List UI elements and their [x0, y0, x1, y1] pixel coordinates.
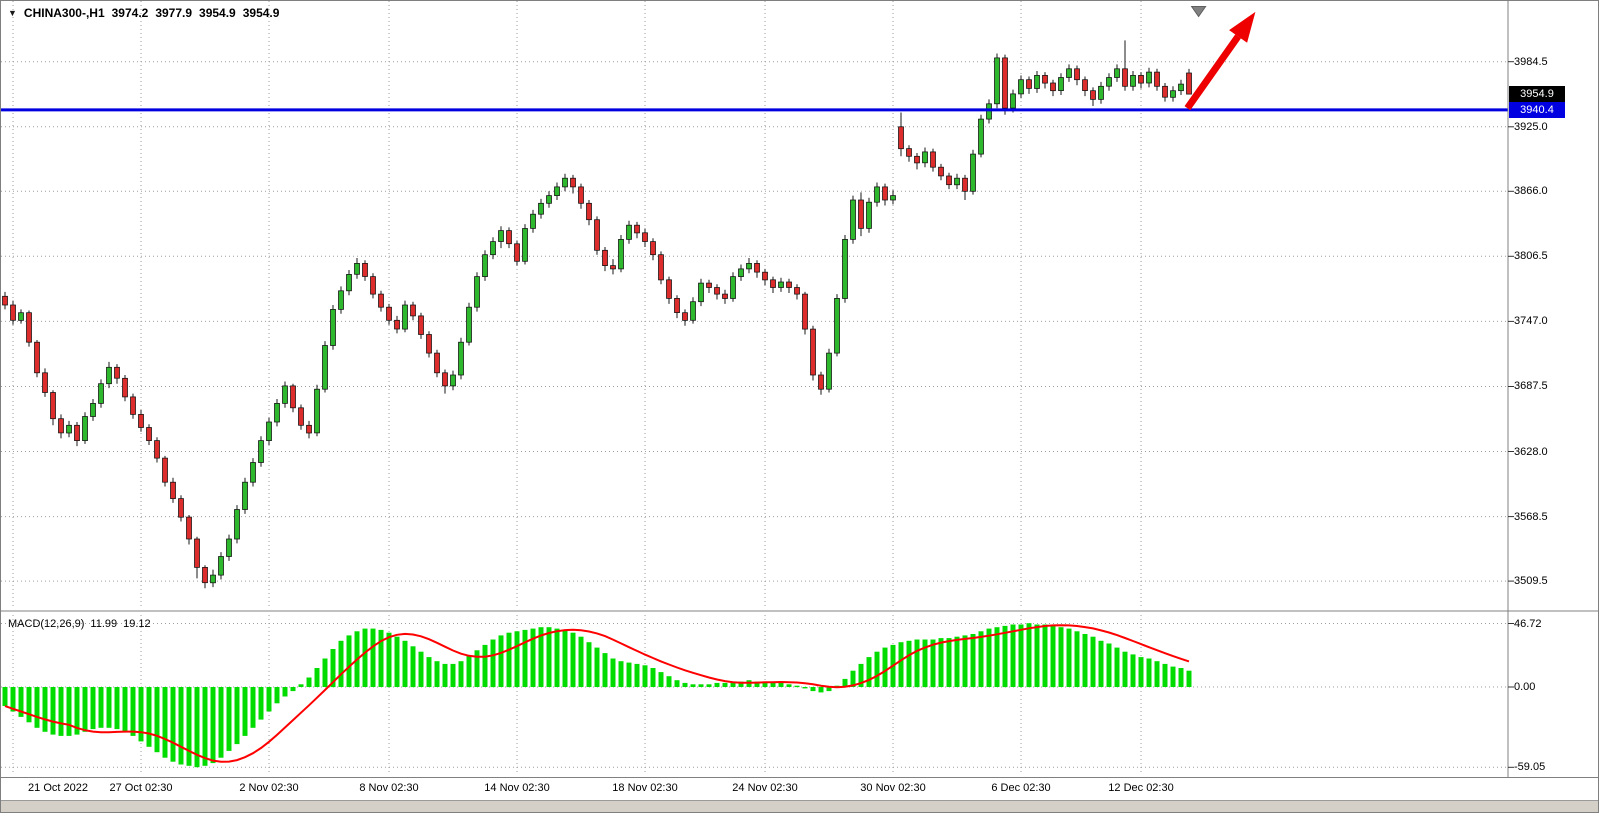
time-axis-label: 21 Oct 2022 [28, 782, 88, 794]
price-axis-label: 3509.5 [1514, 575, 1548, 587]
time-axis-label: 18 Nov 02:30 [612, 782, 678, 794]
time-axis-label: 27 Oct 02:30 [109, 782, 173, 794]
axis-borders [1507, 1, 1514, 777]
ohlc-open-value: 3974.2 [111, 6, 149, 20]
macd-axis-label: 46.72 [1514, 618, 1542, 630]
price-axis-label: 3866.0 [1514, 185, 1548, 197]
price-axis-label: 3747.0 [1514, 315, 1548, 327]
ohlc-low-value: 3954.9 [199, 6, 236, 20]
time-axis-label: 6 Dec 02:30 [991, 782, 1051, 794]
down-marker-icon[interactable] [1190, 6, 1207, 18]
time-axis-label: 2 Nov 02:30 [239, 782, 299, 794]
price-axis-label: 3687.5 [1514, 380, 1548, 392]
price-axis-label: 3925.0 [1514, 121, 1548, 133]
time-axis-label: 8 Nov 02:30 [359, 782, 419, 794]
symbol-marker-icon: ▼ [8, 8, 17, 18]
candlestick-series [2, 40, 1192, 589]
ohlc-high-value: 3977.9 [155, 6, 193, 20]
time-axis-label: 24 Nov 02:30 [732, 782, 798, 794]
chart-header: ▼ CHINA300-,H1 3974.2 3977.9 3954.9 3954… [8, 6, 279, 20]
macd-main-value: 11.99 [90, 618, 118, 630]
trend-arrow-annotation[interactable] [1184, 11, 1256, 111]
macd-signal-value: 19.12 [123, 618, 151, 630]
macd-indicator-label: MACD(12,26,9) 11.99 19.12 [8, 618, 151, 630]
macd-indicator-name: MACD(12,26,9) [8, 618, 85, 630]
chart-plot-area[interactable] [1, 1, 1599, 777]
symbol-period-label: CHINA300-,H1 [23, 6, 105, 20]
price-axis-label: 3628.0 [1514, 446, 1548, 458]
price-axis-label: 3984.5 [1514, 56, 1548, 68]
ohlc-close-value: 3954.9 [242, 6, 280, 20]
macd-axis-label: 0.00 [1514, 681, 1536, 693]
time-axis-label: 12 Dec 02:30 [1108, 782, 1174, 794]
time-axis[interactable]: 21 Oct 2022 27 Oct 02:30 2 Nov 02:30 8 Nov … [1, 777, 1598, 800]
macd-signal-line [4, 624, 1190, 763]
last-price-badge: 3954.9 [1509, 86, 1565, 102]
grid-horizontal [1, 61, 1508, 768]
macd-axis-label: -59.05 [1514, 761, 1546, 773]
price-axis-label: 3806.5 [1514, 250, 1548, 262]
hline-price-badge: 3940.4 [1509, 102, 1565, 118]
time-axis-label: 14 Nov 02:30 [484, 782, 550, 794]
macd-histogram [2, 623, 1192, 768]
time-axis-label: 30 Nov 02:30 [860, 782, 926, 794]
price-axis-label: 3568.5 [1514, 511, 1548, 523]
window-bottom-strip [1, 800, 1598, 812]
